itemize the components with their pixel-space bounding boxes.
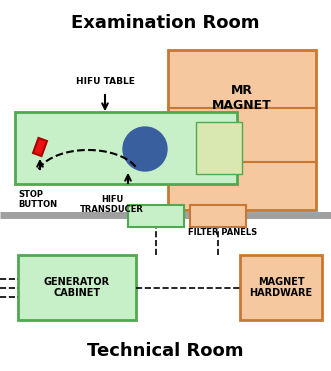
Bar (18, 255, 136, 320)
Bar (168, 50, 316, 210)
Bar (128, 205, 184, 227)
Text: MAGNET
HARDWARE: MAGNET HARDWARE (250, 277, 312, 298)
Text: GENERATOR
CABINET: GENERATOR CABINET (44, 277, 110, 298)
Bar (190, 205, 246, 227)
Text: Examination Room: Examination Room (71, 14, 259, 32)
Bar (240, 255, 322, 320)
Circle shape (123, 127, 167, 171)
Text: STOP
BUTTON: STOP BUTTON (18, 190, 57, 209)
Polygon shape (33, 138, 47, 156)
Bar (196, 122, 242, 174)
Text: MR
MAGNET: MR MAGNET (212, 84, 272, 112)
Text: FILTER PANELS: FILTER PANELS (188, 228, 257, 237)
Text: HIFU
TRANSDUCER: HIFU TRANSDUCER (80, 195, 144, 214)
Text: HIFU TABLE: HIFU TABLE (75, 77, 134, 86)
Text: Technical Room: Technical Room (87, 342, 243, 360)
Bar (15, 112, 237, 184)
